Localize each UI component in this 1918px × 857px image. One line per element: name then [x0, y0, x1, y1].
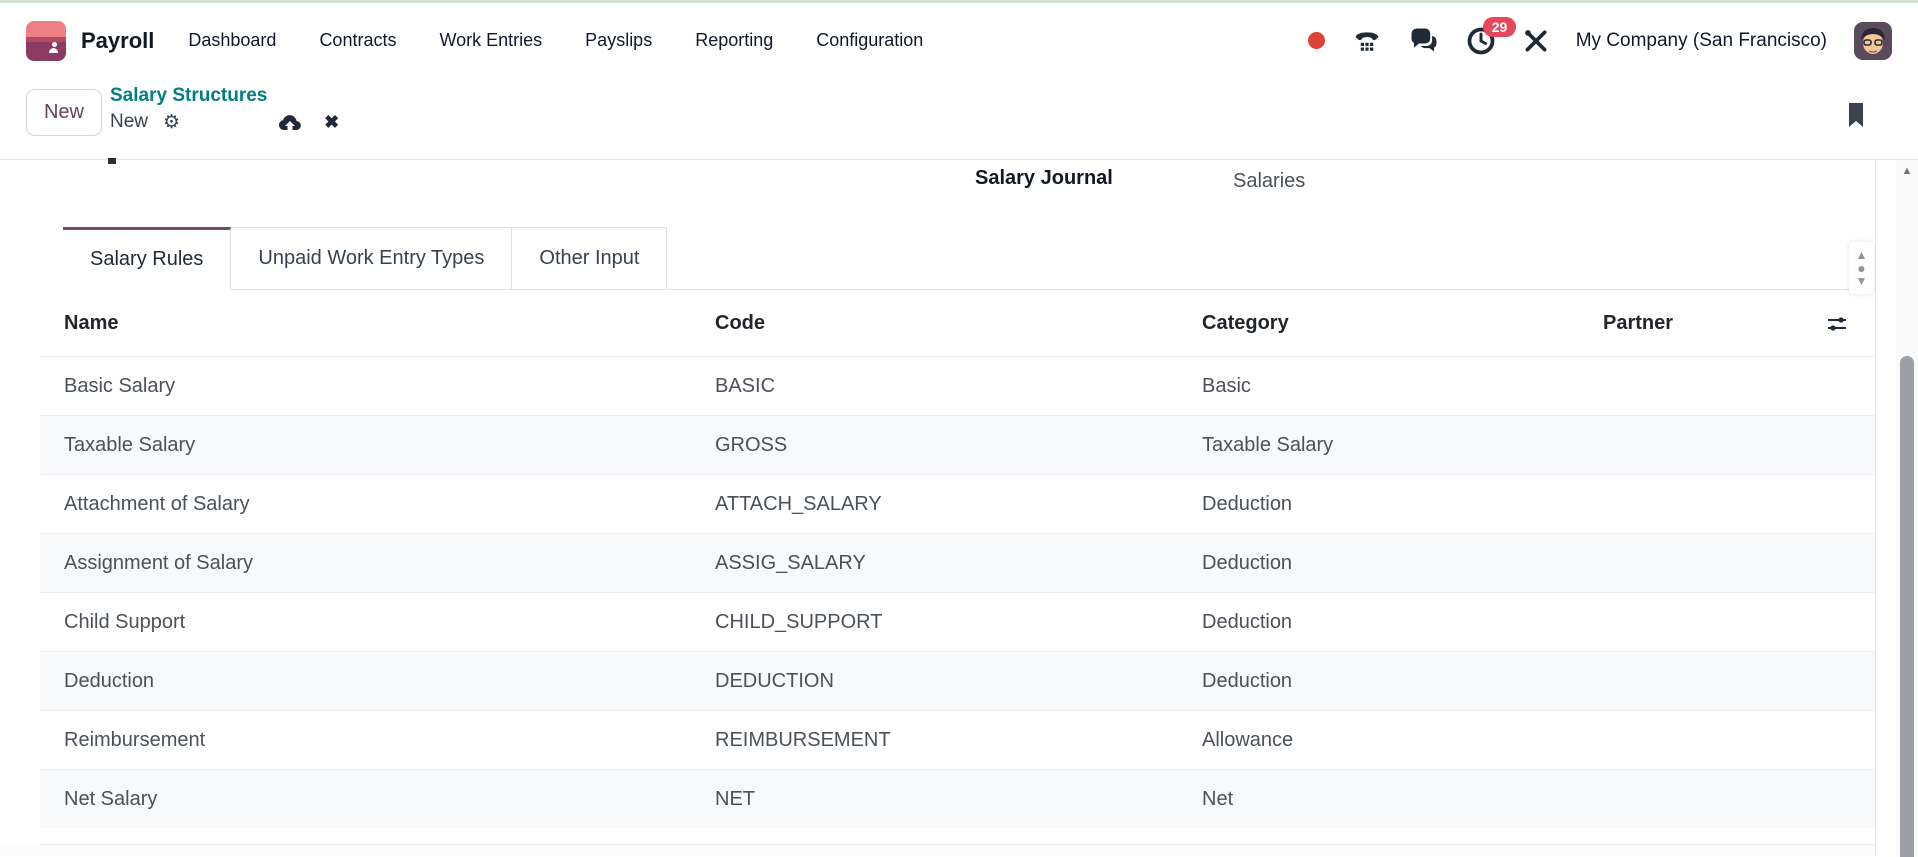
cell-name: Child Support: [64, 610, 186, 633]
phone-icon[interactable]: [1352, 26, 1382, 56]
table-row[interactable]: Taxable Salary GROSS Taxable Salary: [40, 415, 1875, 474]
table-row[interactable]: Child Support CHILD_SUPPORT Deduction: [40, 592, 1875, 651]
bookmark-icon[interactable]: [1846, 102, 1866, 128]
salary-journal-label: Salary Journal: [975, 167, 1113, 189]
cell-category: Deduction: [1202, 669, 1293, 692]
cell-category: Taxable Salary: [1202, 433, 1334, 456]
messages-icon[interactable]: [1409, 26, 1439, 56]
nav-menu-item[interactable]: Configuration: [816, 30, 924, 50]
table-body: Basic Salary BASIC Basic Taxable Salary …: [40, 356, 1875, 828]
nav-menu-item[interactable]: Reporting: [695, 30, 774, 50]
form-sheet: Salary Journal Salaries Salary Rules Unpa…: [0, 158, 1918, 857]
activities-button[interactable]: 29: [1466, 16, 1517, 56]
scroll-up-icon[interactable]: ▲: [1855, 247, 1868, 262]
vertical-scrollbar[interactable]: ▲: [1896, 160, 1918, 857]
cell-code: BASIC: [715, 374, 776, 397]
cell-code: CHILD_SUPPORT: [715, 610, 883, 633]
top-navbar: Payroll Dashboard Contracts Work Entries Pa…: [0, 3, 1918, 78]
scroll-down-icon[interactable]: ▼: [1855, 273, 1868, 288]
cell-name: Attachment of Salary: [64, 492, 250, 515]
notebook-tabs: Salary Rules Unpaid Work Entry Types Other…: [63, 227, 1875, 290]
scroll-dot-icon[interactable]: ●: [1857, 259, 1866, 276]
salary-journal-value: Salaries: [1233, 170, 1306, 192]
cell-code: DEDUCTION: [715, 669, 834, 692]
column-header: Category: [1202, 312, 1289, 334]
clock-icon: [1467, 27, 1495, 54]
cell-name: Deduction: [64, 669, 155, 692]
table-row[interactable]: Deduction DEDUCTION Deduction: [40, 651, 1875, 710]
salary-rules-table: Name Code Category Partner Basic Salary BAS…: [40, 291, 1875, 828]
cell-name: Reimbursement: [64, 728, 206, 751]
cell-code: GROSS: [715, 433, 788, 456]
sheet-right-edge: [1875, 160, 1876, 856]
column-header: Partner: [1603, 312, 1674, 334]
sheet-footer-area: [0, 845, 1875, 856]
notebook-tab[interactable]: Unpaid Work Entry Types: [231, 227, 513, 290]
cell-code: REIMBURSEMENT: [715, 728, 891, 751]
column-header: Code: [715, 312, 765, 334]
table-bottom-border: [40, 844, 1875, 845]
table-header-row: Name Code Category Partner: [40, 291, 1875, 356]
cell-name: Taxable Salary: [64, 433, 196, 456]
navbar-right: 29 My Company (San Francisco): [1307, 16, 1892, 60]
discard-icon[interactable]: ✖: [324, 112, 340, 132]
scrollbar-up-icon[interactable]: ▲: [1901, 165, 1913, 177]
table-row[interactable]: Reimbursement REIMBURSEMENT Allowance: [40, 710, 1875, 769]
new-record-button[interactable]: New: [26, 89, 102, 136]
optional-columns-icon[interactable]: [1825, 313, 1849, 335]
gear-actions-icon[interactable]: ⚙: [163, 111, 181, 133]
clipped-content-fragment: [108, 158, 116, 164]
company-switcher[interactable]: My Company (San Francisco): [1575, 29, 1827, 51]
tools-debug-icon[interactable]: [1523, 28, 1549, 54]
cell-name: Net Salary: [64, 787, 158, 810]
column-header: Name: [64, 312, 119, 334]
cell-category: Deduction: [1202, 551, 1293, 574]
cell-code: NET: [715, 787, 755, 810]
table-row[interactable]: Basic Salary BASIC Basic: [40, 356, 1875, 415]
nav-menu-item[interactable]: Payslips: [585, 30, 653, 50]
nav-menu-item[interactable]: Contracts: [319, 30, 397, 50]
payroll-app-icon[interactable]: [26, 20, 66, 61]
save-cloud-icon[interactable]: [278, 112, 302, 132]
record-indicator-icon[interactable]: [1307, 32, 1325, 49]
main-menu: Dashboard Contracts Work Entries Payslips Re…: [188, 30, 923, 51]
app-title: Payroll: [81, 27, 155, 53]
user-avatar[interactable]: [1854, 21, 1892, 60]
cell-category: Basic: [1202, 374, 1251, 397]
control-panel: New Salary Structures New ⚙ ✖: [0, 78, 1918, 160]
breadcrumb-current: New: [110, 111, 149, 132]
table-row[interactable]: Attachment of Salary ATTACH_SALARY Deduc…: [40, 474, 1875, 533]
nav-menu-item[interactable]: Work Entries: [439, 30, 543, 50]
notebook-tab[interactable]: Salary Rules: [63, 227, 232, 290]
cell-category: Deduction: [1202, 610, 1293, 633]
cell-category: Net: [1202, 787, 1234, 810]
nav-menu-item[interactable]: Dashboard: [188, 30, 277, 50]
cell-code: ASSIG_SALARY: [715, 551, 866, 574]
record-scroll-widget: ▲ ● ▼: [1849, 242, 1874, 294]
breadcrumb: Salary Structures New ⚙ ✖: [110, 85, 339, 133]
cell-category: Allowance: [1202, 728, 1294, 751]
table-row[interactable]: Assignment of Salary ASSIG_SALARY Deduct…: [40, 533, 1875, 592]
scrollbar-thumb[interactable]: [1900, 356, 1914, 857]
activity-count-badge: 29: [1482, 16, 1517, 37]
cell-name: Assignment of Salary: [64, 551, 253, 574]
cell-category: Deduction: [1202, 492, 1293, 515]
notebook-tab[interactable]: Other Input: [512, 227, 668, 290]
cell-name: Basic Salary: [64, 374, 176, 397]
top-edge-strip: [0, 0, 1918, 3]
breadcrumb-parent-link[interactable]: Salary Structures: [110, 85, 268, 106]
cell-code: ATTACH_SALARY: [715, 492, 882, 515]
table-row[interactable]: Net Salary NET Net: [40, 769, 1875, 828]
